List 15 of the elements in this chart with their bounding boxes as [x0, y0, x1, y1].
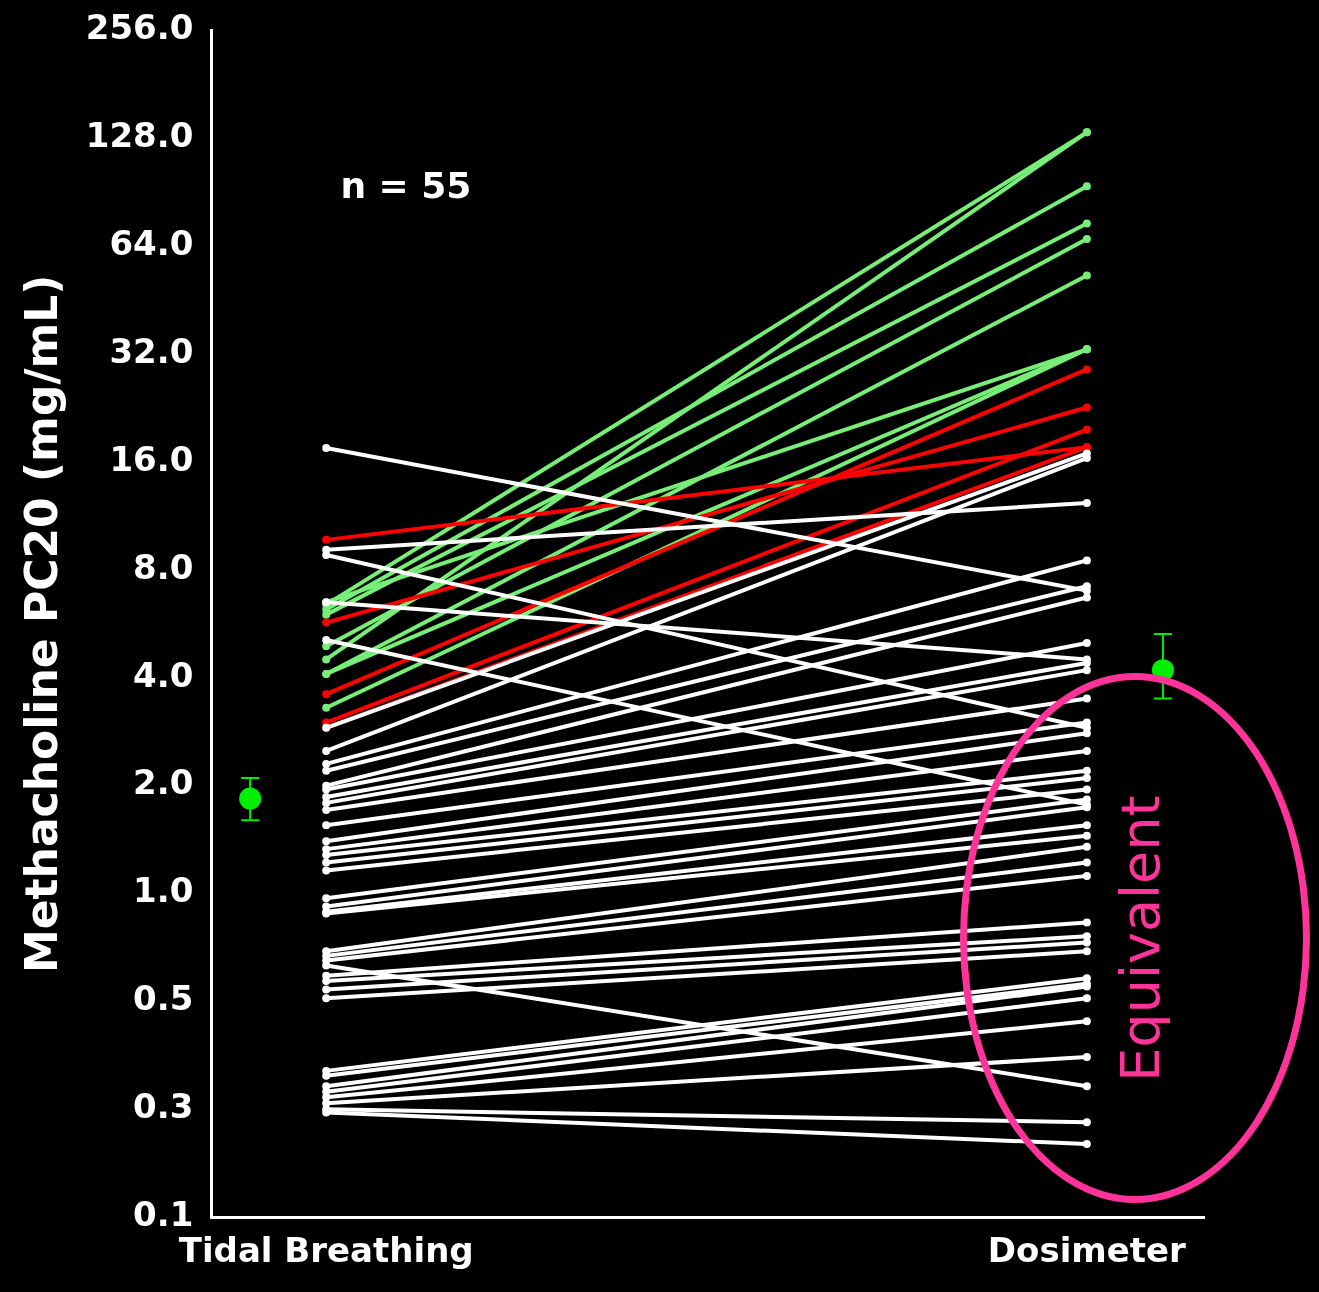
y-tick-label: 32.0 [109, 330, 194, 371]
y-tick-label: 0.5 [133, 978, 194, 1019]
y-tick-label: 8.0 [133, 546, 194, 587]
y-tick-label: 128.0 [85, 115, 194, 156]
y-tick-label: 256.0 [85, 7, 194, 48]
y-tick-label: 64.0 [109, 223, 194, 264]
x-tick-label: Dosimeter [987, 1230, 1187, 1271]
y-axis-title: Methacholine PC20 (mg/mL) [15, 274, 67, 974]
y-tick-label: 2.0 [133, 762, 194, 803]
y-tick-label: 16.0 [109, 438, 194, 479]
y-tick-label: 4.0 [133, 654, 194, 695]
y-tick-label: 1.0 [133, 870, 194, 911]
annotation: n = 55 [340, 165, 472, 207]
annotation: Equivalent [1108, 795, 1172, 1082]
y-tick-label: 0.3 [133, 1086, 194, 1127]
